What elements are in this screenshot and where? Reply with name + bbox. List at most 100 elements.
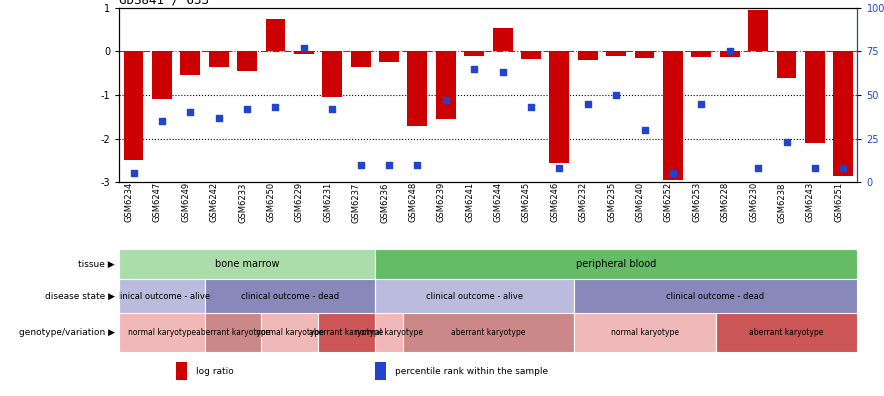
Bar (574, 313, 715, 352)
Point (808, 165, 822, 171)
Bar (180, 51, 201, 75)
Bar (403, 313, 574, 352)
Text: clinical outcome - dead: clinical outcome - dead (240, 291, 339, 301)
Text: GSM6236: GSM6236 (380, 182, 389, 223)
Text: normal karyotype: normal karyotype (128, 328, 196, 337)
Bar (351, 51, 370, 67)
Text: GSM6244: GSM6244 (493, 182, 503, 222)
Text: aberrant karyotype: aberrant karyotype (750, 328, 824, 337)
Point (269, 104, 283, 110)
Text: GSM6234: GSM6234 (125, 182, 133, 223)
Bar (262, 313, 318, 352)
Bar (492, 28, 513, 51)
Bar (379, 51, 399, 62)
Bar (578, 51, 598, 60)
Bar (323, 51, 342, 97)
Bar (606, 51, 626, 56)
Text: percentile rank within the sample: percentile rank within the sample (395, 367, 548, 376)
Text: GSM6232: GSM6232 (579, 182, 588, 223)
Point (581, 101, 595, 107)
Point (694, 101, 708, 107)
Point (211, 114, 225, 121)
Point (524, 104, 538, 110)
Bar (834, 51, 853, 176)
Text: aberrant karyotype: aberrant karyotype (195, 328, 271, 337)
Text: GSM6228: GSM6228 (720, 182, 729, 223)
Text: GSM6251: GSM6251 (834, 182, 843, 222)
Bar (776, 51, 796, 78)
Text: GSM6246: GSM6246 (551, 182, 560, 223)
Point (637, 127, 652, 133)
Bar (550, 51, 569, 162)
Point (780, 139, 794, 145)
Text: tissue ▶: tissue ▶ (79, 260, 115, 269)
Text: GSM6242: GSM6242 (210, 182, 218, 222)
Text: GSM6241: GSM6241 (465, 182, 474, 222)
Point (126, 170, 141, 177)
Text: clinical outcome - dead: clinical outcome - dead (667, 291, 765, 301)
Bar (574, 279, 857, 313)
Point (666, 170, 680, 177)
Text: GSM6243: GSM6243 (806, 182, 815, 223)
Text: bone marrow: bone marrow (215, 259, 279, 269)
Point (751, 165, 766, 171)
Bar (294, 51, 314, 53)
Point (325, 106, 339, 112)
Point (609, 92, 623, 98)
Point (496, 69, 510, 76)
Point (155, 118, 169, 124)
Text: GSM6245: GSM6245 (522, 182, 531, 222)
Point (382, 162, 396, 168)
Text: GSM6239: GSM6239 (437, 182, 446, 223)
Bar (715, 313, 857, 352)
Bar (408, 51, 427, 126)
Bar (119, 313, 204, 352)
Text: GSM6238: GSM6238 (778, 182, 787, 223)
Bar (436, 51, 456, 119)
Point (240, 106, 255, 112)
Bar (176, 362, 187, 380)
Point (183, 109, 197, 116)
Text: peripheral blood: peripheral blood (576, 259, 656, 269)
Text: GSM6229: GSM6229 (295, 182, 304, 222)
Bar (204, 279, 375, 313)
Bar (464, 51, 484, 56)
Text: GSM6250: GSM6250 (266, 182, 276, 222)
Text: GSM6235: GSM6235 (607, 182, 616, 223)
Point (297, 45, 311, 51)
Text: aberrant karyotype: aberrant karyotype (309, 328, 384, 337)
Bar (318, 313, 375, 352)
Bar (375, 362, 386, 380)
Point (552, 165, 567, 171)
Bar (237, 51, 257, 71)
Text: disease state ▶: disease state ▶ (45, 291, 115, 301)
Text: GSM6247: GSM6247 (153, 182, 162, 223)
Text: GSM6249: GSM6249 (181, 182, 190, 222)
Bar (265, 19, 286, 51)
Bar (375, 313, 403, 352)
Point (467, 66, 481, 72)
Bar (124, 51, 143, 160)
Text: GSM6231: GSM6231 (324, 182, 332, 223)
Bar (635, 51, 654, 58)
Point (438, 97, 453, 103)
Bar (375, 249, 857, 279)
Text: GSM6248: GSM6248 (408, 182, 417, 223)
Point (410, 162, 424, 168)
Bar (204, 313, 262, 352)
Text: genotype/variation ▶: genotype/variation ▶ (19, 328, 115, 337)
Bar (521, 51, 541, 59)
Text: GSM6252: GSM6252 (664, 182, 673, 222)
Text: GSM6240: GSM6240 (636, 182, 644, 222)
Bar (720, 51, 740, 57)
Text: log ratio: log ratio (196, 367, 233, 376)
Bar (375, 279, 574, 313)
Text: GSM6237: GSM6237 (352, 182, 361, 223)
Bar (152, 51, 171, 99)
Text: clinical outcome - alive: clinical outcome - alive (113, 291, 210, 301)
Bar (119, 249, 375, 279)
Text: GSM6233: GSM6233 (238, 182, 248, 223)
Point (354, 162, 368, 168)
Text: GSM6230: GSM6230 (749, 182, 758, 223)
Point (836, 165, 850, 171)
